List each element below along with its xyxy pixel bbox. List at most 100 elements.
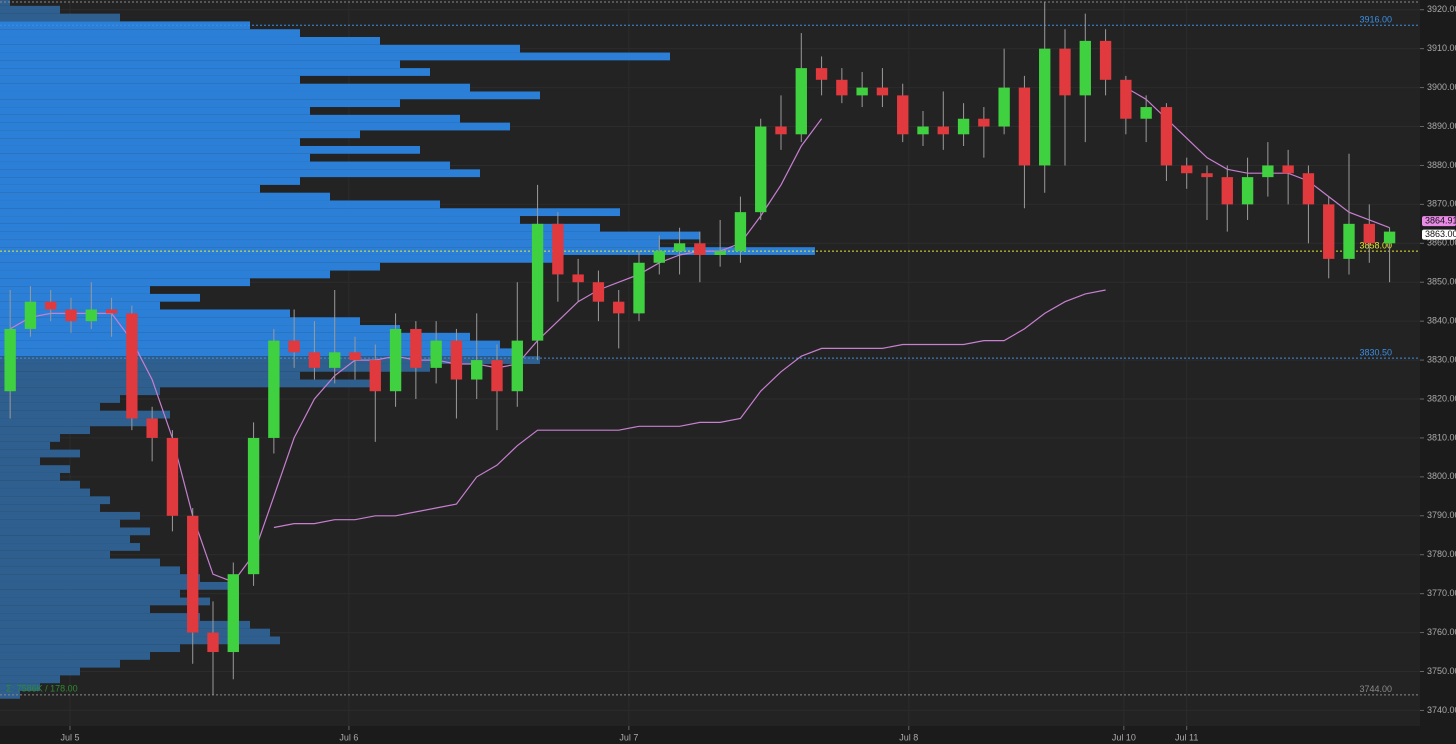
candle-body <box>978 118 990 127</box>
profile-bar <box>0 208 620 217</box>
profile-bar <box>0 239 660 248</box>
profile-bar <box>0 613 200 621</box>
profile-bar <box>0 138 300 146</box>
y-tick-label: 3780.00 <box>1427 549 1456 559</box>
profile-bar <box>0 527 150 536</box>
candle-body <box>1221 177 1233 205</box>
level-label: 3922.00 <box>1359 0 1392 1</box>
candle-body <box>207 632 219 653</box>
candle-body <box>1302 173 1315 205</box>
profile-bar <box>0 278 250 287</box>
candle-body <box>673 243 686 252</box>
profile-bar <box>0 169 480 178</box>
y-tick-label: 3790.00 <box>1427 510 1456 520</box>
profile-bar <box>0 216 520 224</box>
candle-body <box>24 301 37 329</box>
profile-bar <box>0 83 470 92</box>
price-badge-label: 3864.91 <box>1425 216 1456 226</box>
profile-bar <box>0 122 510 131</box>
candle-body <box>187 515 199 633</box>
profile-bar <box>0 177 300 185</box>
candle-body <box>1201 173 1213 178</box>
profile-bar <box>0 262 380 271</box>
profile-bar <box>0 667 80 676</box>
candle-body <box>856 87 868 96</box>
profile-bar <box>0 683 40 691</box>
candle-body <box>714 251 726 255</box>
price-badge <box>1422 229 1456 240</box>
profile-bar <box>0 44 520 53</box>
candle-body <box>369 360 381 392</box>
candle-body <box>1099 40 1112 80</box>
indicator-line <box>273 289 1106 529</box>
candle-body <box>389 328 402 392</box>
y-tick-label: 3840.00 <box>1427 316 1456 326</box>
candle-body <box>795 68 807 135</box>
stats-label: Σ: 7586K / 178.00 <box>6 683 78 693</box>
profile-bar <box>0 574 200 582</box>
profile-bar <box>0 153 310 162</box>
y-tick-label: 3750.00 <box>1427 666 1456 676</box>
profile-bar <box>0 644 180 653</box>
level-label: 3830.50 <box>1359 348 1392 358</box>
profile-bar <box>0 130 360 139</box>
level-label: 3858.00 <box>1359 240 1392 250</box>
profile-bar <box>0 472 60 481</box>
candle-body <box>937 126 949 135</box>
candle-body <box>329 352 341 368</box>
candle-body <box>897 95 909 135</box>
candle-body <box>308 352 321 368</box>
candle-body <box>876 87 889 96</box>
profile-bar <box>0 0 10 6</box>
candle-body <box>1363 223 1375 244</box>
profile-bar <box>0 145 420 154</box>
profile-bar <box>0 418 150 427</box>
y-tick-label: 3800.00 <box>1427 471 1456 481</box>
profile-bar <box>0 410 170 419</box>
profile-bar <box>0 161 450 170</box>
profile-bar <box>0 286 150 294</box>
candle-body <box>288 340 300 353</box>
candle-body <box>471 360 483 380</box>
candle-body <box>1262 165 1274 178</box>
y-tick-label: 3820.00 <box>1427 393 1456 403</box>
candle-body <box>85 309 97 322</box>
profile-bar <box>0 605 150 614</box>
candle-body <box>1241 177 1254 205</box>
profile-bar <box>0 332 470 341</box>
profile-bar <box>0 496 110 505</box>
level-label: 3744.00 <box>1359 684 1392 694</box>
y-tick-label: 3850.00 <box>1427 277 1456 287</box>
candle-body <box>1018 87 1031 166</box>
x-tick-label: Jul 10 <box>1112 732 1136 742</box>
profile-bar <box>0 348 520 357</box>
candle-body <box>653 251 665 263</box>
candle-body <box>592 282 605 302</box>
candle-body <box>45 301 57 310</box>
x-tick-label: Jul 7 <box>619 732 638 742</box>
candle-body <box>1039 48 1051 166</box>
profile-bar <box>0 254 560 263</box>
profile-bar <box>0 75 300 84</box>
candle-body <box>755 126 767 213</box>
candle-body <box>1282 165 1294 174</box>
candle-body <box>126 313 138 419</box>
candle-body <box>166 437 179 516</box>
candle-body <box>491 360 503 392</box>
profile-bar <box>0 200 440 209</box>
candle-body <box>1323 204 1335 259</box>
profile-bar <box>0 597 210 606</box>
profile-bar <box>0 449 80 458</box>
profile-bar <box>0 363 430 372</box>
candle-body <box>65 309 77 322</box>
profile-bar <box>0 652 150 660</box>
candle-body <box>1079 40 1091 96</box>
profile-bar <box>0 434 60 442</box>
profile-bar <box>0 519 120 528</box>
profile-bar <box>0 68 430 76</box>
profile-bar <box>0 543 140 551</box>
profile-bar <box>0 184 260 193</box>
profile-bar <box>0 395 120 403</box>
y-tick-label: 3770.00 <box>1427 588 1456 598</box>
profile-bar <box>0 441 50 450</box>
